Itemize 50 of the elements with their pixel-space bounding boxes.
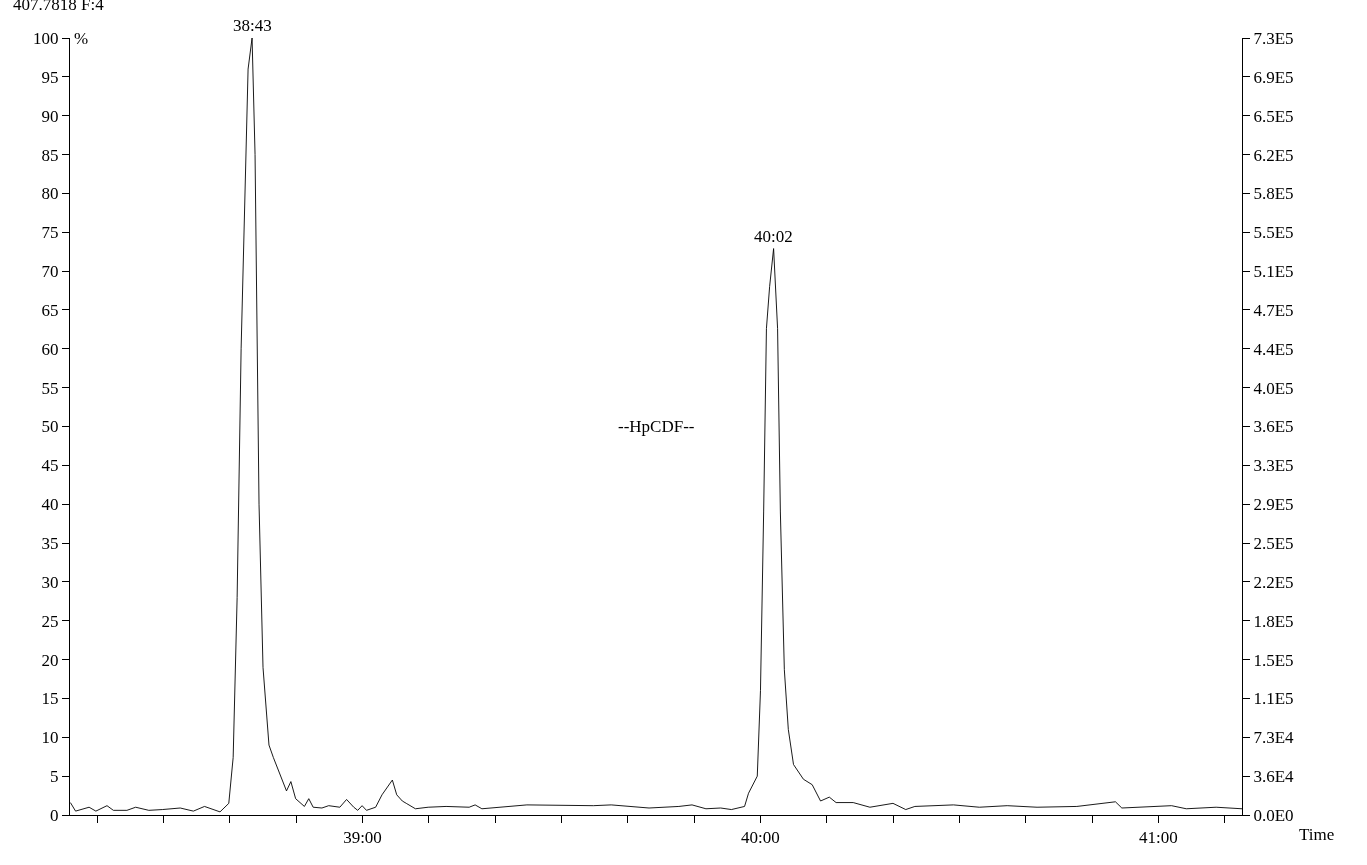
- y2-tick-label: 7.3E4: [1253, 728, 1295, 748]
- y2-tick-label: 0.0E0: [1253, 805, 1294, 825]
- y2-tick-label: 6.9E5: [1253, 67, 1294, 87]
- y-tick-label: 15: [41, 689, 59, 709]
- annotation: --HpCDF--: [618, 417, 695, 436]
- y-tick-label: 100: [33, 28, 59, 48]
- y2-tick-label: 5.5E5: [1253, 223, 1294, 243]
- y-tick-label: 25: [41, 611, 59, 631]
- y2-tick-label: 5.1E5: [1253, 262, 1294, 282]
- y2-tick-label: 4.0E5: [1253, 378, 1294, 398]
- y-tick-label: 65: [41, 300, 59, 320]
- y2-tick-label: 3.6E5: [1253, 417, 1294, 437]
- y-tick-label: 70: [41, 262, 59, 282]
- y2-tick-label: 3.3E5: [1253, 456, 1294, 476]
- y2-tick-label: 6.2E5: [1253, 145, 1294, 165]
- y-tick-label: 40: [41, 495, 59, 515]
- x-tick-label: 40:00: [741, 828, 780, 848]
- y-tick-label: 55: [41, 378, 59, 398]
- x-tick-label: 39:00: [343, 828, 382, 848]
- y-tick-label: 35: [41, 534, 59, 553]
- y2-tick-label: 1.8E5: [1253, 611, 1294, 631]
- y-tick-label: 5: [50, 767, 59, 787]
- y-tick-label: 75: [41, 223, 59, 243]
- y2-tick-label: 3.6E4: [1253, 767, 1295, 787]
- y-tick-label: 50: [41, 417, 59, 437]
- x-axis-title: Time: [1299, 825, 1335, 844]
- annotation: 38:43: [233, 16, 272, 35]
- y2-tick-label: 2.5E5: [1253, 534, 1294, 553]
- y2-tick-label: 1.1E5: [1253, 689, 1294, 709]
- y-tick-label: 60: [41, 339, 59, 359]
- y2-tick-label: 2.9E5: [1253, 495, 1294, 515]
- y2-tick-label: 6.5E5: [1253, 106, 1294, 126]
- y-tick-label: 85: [41, 145, 59, 165]
- y2-tick-label: 4.7E5: [1253, 300, 1294, 320]
- y-tick-label: 30: [41, 572, 59, 592]
- y2-tick-label: 5.8E5: [1253, 184, 1294, 204]
- y-tick-label: 90: [41, 106, 59, 126]
- y-tick-label: 95: [41, 67, 59, 87]
- y-axis-title: %: [74, 29, 89, 48]
- y2-tick-label: 1.5E5: [1253, 650, 1294, 670]
- y-tick-label: 0: [50, 805, 59, 825]
- y2-tick-label: 4.4E5: [1253, 339, 1294, 359]
- y-tick-label: 45: [41, 456, 59, 476]
- y2-tick-label: 7.3E5: [1253, 28, 1294, 48]
- annotation: 40:02: [754, 227, 793, 246]
- y2-tick-label: 2.2E5: [1253, 572, 1294, 592]
- y-tick-label: 80: [41, 184, 59, 204]
- y-tick-label: 20: [41, 650, 59, 670]
- y-tick-label: 10: [41, 728, 59, 748]
- x-tick-label: 41:00: [1139, 828, 1178, 848]
